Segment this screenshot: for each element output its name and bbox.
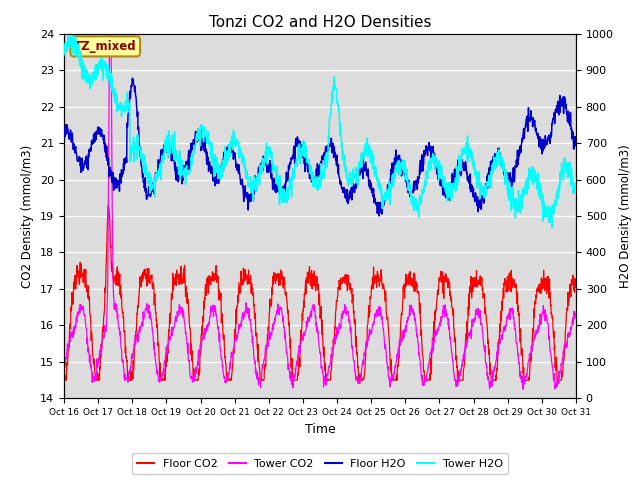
Text: TZ_mixed: TZ_mixed	[74, 40, 136, 53]
Y-axis label: CO2 Density (mmol/m3): CO2 Density (mmol/m3)	[22, 144, 35, 288]
Title: Tonzi CO2 and H2O Densities: Tonzi CO2 and H2O Densities	[209, 15, 431, 30]
Legend: Floor CO2, Tower CO2, Floor H2O, Tower H2O: Floor CO2, Tower CO2, Floor H2O, Tower H…	[132, 453, 508, 474]
Y-axis label: H2O Density (mmol/m3): H2O Density (mmol/m3)	[620, 144, 632, 288]
X-axis label: Time: Time	[305, 423, 335, 436]
